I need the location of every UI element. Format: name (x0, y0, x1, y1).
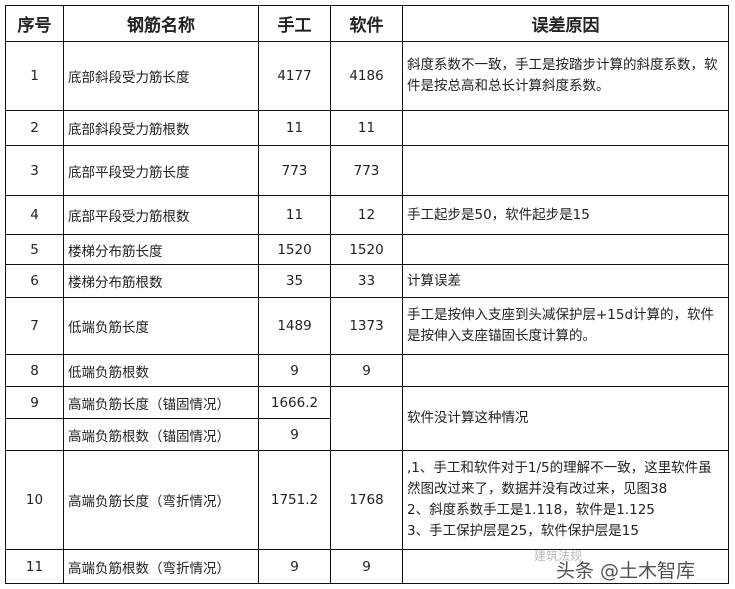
cell-name: 低端负筋根数 (63, 354, 259, 387)
cell-manual: 9 (258, 418, 331, 451)
cell-reason: 软件没计算这种情况 (402, 386, 729, 451)
cell-name: 高端负筋长度（锚固情况） (63, 386, 259, 419)
cell-software: 9 (330, 549, 403, 584)
cell-reason (402, 110, 729, 146)
cell-no: 7 (5, 297, 64, 355)
cell-software: 4186 (330, 41, 403, 111)
cell-no: 4 (5, 195, 64, 235)
cell-manual: 9 (258, 354, 331, 387)
cell-manual: 773 (258, 145, 331, 196)
header-name: 钢筋名称 (63, 5, 259, 42)
cell-software: 1373 (330, 297, 403, 355)
header-software: 软件 (330, 5, 403, 42)
watermark: 头条 @土木智库 (556, 560, 696, 582)
cell-software: 1520 (330, 234, 403, 265)
cell-software: 12 (330, 195, 403, 235)
header-no: 序号 (5, 5, 64, 42)
cell-name: 高端负筋长度（弯折情况） (63, 450, 259, 550)
cell-name: 底部平段受力筋根数 (63, 195, 259, 235)
cell-reason: 斜度系数不一致，手工是按踏步计算的斜度系数，软件是按总高和总长计算斜度系数。 (402, 41, 729, 111)
table-row: 3 底部平段受力筋长度 773 773 (5, 145, 729, 196)
cell-software: 1768 (330, 450, 403, 550)
cell-no: 3 (5, 145, 64, 196)
cell-reason (402, 145, 729, 196)
cell-software: 11 (330, 110, 403, 146)
header-manual: 手工 (258, 5, 331, 42)
table-row: 1 底部斜段受力筋长度 4177 4186 斜度系数不一致，手工是按踏步计算的斜… (5, 41, 729, 111)
faint-watermark: 建筑法规 (534, 549, 583, 563)
cell-name: 高端负筋根数（锚固情况） (63, 418, 259, 451)
cell-name: 低端负筋长度 (63, 297, 259, 355)
cell-software (330, 386, 403, 451)
cell-manual: 35 (258, 264, 331, 298)
cell-reason: 手工起步是50，软件起步是15 (402, 195, 729, 235)
header-row: 序号 钢筋名称 手工 软件 误差原因 (5, 5, 729, 42)
cell-manual: 1520 (258, 234, 331, 265)
table-row: 6 楼梯分布筋根数 35 33 计算误差 (5, 264, 729, 298)
cell-manual: 11 (258, 195, 331, 235)
cell-name: 楼梯分布筋长度 (63, 234, 259, 265)
cell-no (5, 418, 64, 451)
cell-reason: ,1、手工和软件对于1/5的理解不一致，这里软件虽然图改过来了，数据并没有改过来… (402, 450, 729, 550)
cell-software: 773 (330, 145, 403, 196)
reason-line: 2、斜度系数手工是1.118，软件是1.125 (407, 502, 655, 518)
rebar-comparison-table: 序号 钢筋名称 手工 软件 误差原因 1 底部斜段受力筋长度 4177 4186… (5, 5, 729, 584)
cell-manual: 1666.2 (258, 386, 331, 419)
table-row: 4 底部平段受力筋根数 11 12 手工起步是50，软件起步是15 (5, 195, 729, 235)
cell-manual: 1489 (258, 297, 331, 355)
cell-software: 9 (330, 354, 403, 387)
cell-name: 底部斜段受力筋根数 (63, 110, 259, 146)
reason-line: ,1、手工和软件对于1/5的理解不一致，这里软件虽然图改过来了，数据并没有改过来… (407, 460, 712, 497)
cell-name: 楼梯分布筋根数 (63, 264, 259, 298)
cell-no: 10 (5, 450, 64, 550)
cell-name: 高端负筋根数（弯折情况） (63, 549, 259, 584)
table-row: 10 高端负筋长度（弯折情况） 1751.2 1768 ,1、手工和软件对于1/… (5, 450, 729, 550)
cell-no: 6 (5, 264, 64, 298)
cell-reason: 计算误差 (402, 264, 729, 298)
cell-reason (402, 234, 729, 265)
cell-manual: 1751.2 (258, 450, 331, 550)
cell-no: 2 (5, 110, 64, 146)
cell-reason (402, 549, 729, 584)
cell-reason (402, 354, 729, 387)
cell-no: 11 (5, 549, 64, 584)
cell-software: 33 (330, 264, 403, 298)
cell-no: 8 (5, 354, 64, 387)
cell-manual: 11 (258, 110, 331, 146)
cell-manual: 4177 (258, 41, 331, 111)
cell-reason: 手工是按伸入支座到头减保护层+15d计算的，软件是按伸入支座锚固长度计算的。 (402, 297, 729, 355)
cell-no: 5 (5, 234, 64, 265)
table-row: 5 楼梯分布筋长度 1520 1520 (5, 234, 729, 265)
header-reason: 误差原因 (402, 5, 729, 42)
table-row: 8 低端负筋根数 9 9 (5, 354, 729, 387)
table-row: 2 底部斜段受力筋根数 11 11 (5, 110, 729, 146)
table-row: 9 高端负筋长度（锚固情况） 1666.2 软件没计算这种情况 (5, 386, 729, 451)
table-row: 7 低端负筋长度 1489 1373 手工是按伸入支座到头减保护层+15d计算的… (5, 297, 729, 355)
cell-manual: 9 (258, 549, 331, 584)
cell-no: 9 (5, 386, 64, 419)
cell-name: 底部平段受力筋长度 (63, 145, 259, 196)
reason-line: 3、手工保护层是25，软件保护层是15 (407, 523, 639, 539)
table-row: 11 高端负筋根数（弯折情况） 9 9 (5, 549, 729, 584)
cell-name: 底部斜段受力筋长度 (63, 41, 259, 111)
cell-no: 1 (5, 41, 64, 111)
